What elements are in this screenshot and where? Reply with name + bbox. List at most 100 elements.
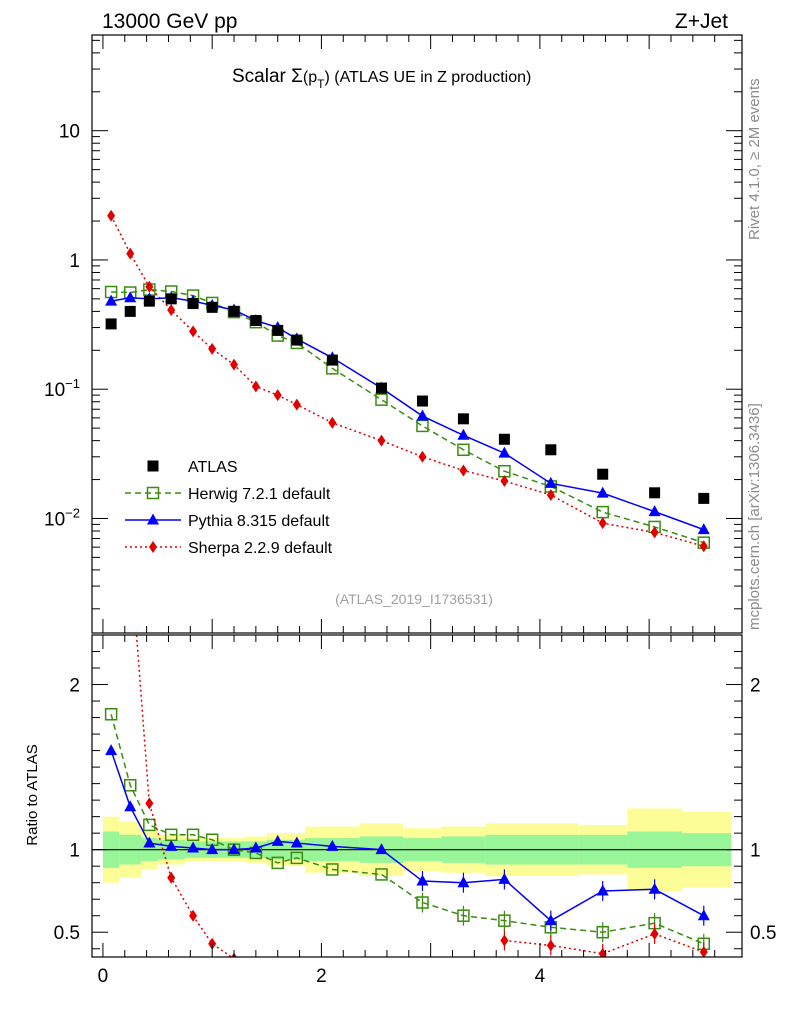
sherpa-ratio-line — [504, 933, 705, 955]
pythia-ratio-point — [271, 834, 284, 846]
data-point — [187, 298, 199, 310]
sherpa-point — [459, 464, 468, 477]
pythia-ratio-point — [457, 876, 470, 888]
lower-x-tick-label: 2 — [316, 966, 327, 987]
sherpa-point — [650, 526, 659, 539]
data-point — [498, 433, 510, 445]
upper-y-tick-label: 1 — [69, 251, 80, 272]
pythia-ratio-point — [416, 874, 429, 886]
herwig-ratio-point — [271, 856, 284, 870]
data-point — [649, 487, 661, 499]
upper-y-tick-label: 10 — [59, 122, 80, 143]
sherpa-ratio-point — [598, 947, 607, 957]
data-point — [698, 492, 710, 504]
herwig-ratio-point — [596, 925, 609, 939]
data-point — [416, 395, 428, 407]
data-point — [165, 293, 177, 305]
sherpa-ratio-line — [135, 635, 233, 957]
lower-x-tick-label: 4 — [535, 966, 546, 987]
sherpa-ratio-point — [546, 939, 555, 952]
legend-label-data: ATLAS — [188, 459, 238, 476]
herwig-point — [375, 393, 388, 406]
sherpa-point — [251, 380, 260, 393]
sherpa-point — [328, 416, 337, 429]
lower-panel-marks — [104, 546, 711, 957]
herwig-point — [457, 443, 470, 457]
sherpa-point — [699, 540, 708, 553]
data-point — [206, 301, 218, 313]
legend-marker-pythia — [147, 513, 159, 525]
legend-label-herwig: Herwig 7.2.1 default — [188, 486, 331, 503]
herwig-ratio-point — [104, 708, 118, 721]
sherpa-point — [145, 280, 154, 293]
pythia-ratio-point — [143, 836, 156, 848]
herwig-point — [416, 419, 429, 433]
data-point — [272, 324, 284, 336]
pythia-ratio-point — [249, 841, 262, 853]
sherpa-ratio-point — [145, 797, 154, 810]
sherpa-point — [107, 209, 116, 222]
pythia-ratio-point — [165, 839, 178, 851]
lower-panel-frame — [91, 634, 743, 958]
lower-x-tick-label: 0 — [98, 966, 109, 987]
sherpa-point — [377, 434, 386, 447]
axes: 10−2 10−1 1 10 0 2 4 0.5 0.5 1 1 2 2 — [44, 35, 776, 987]
pythia-ratio-point — [544, 914, 557, 926]
lower-y-tick-label-left: 1 — [69, 841, 80, 862]
sherpa-point — [418, 450, 427, 463]
pythia-point — [596, 486, 609, 498]
herwig-line — [111, 288, 704, 544]
herwig-ratio-point — [416, 896, 429, 909]
mcplots-reference-label: mcplots.cern.ch [arXiv:1306.3436] — [746, 403, 763, 630]
pythia-point — [544, 476, 557, 488]
pythia-point — [457, 428, 470, 440]
pythia-ratio-point — [187, 841, 200, 853]
sherpa-point — [208, 342, 217, 355]
herwig-ratio-point — [186, 828, 200, 842]
sherpa-point — [546, 488, 555, 501]
pythia-ratio-point — [697, 909, 710, 921]
sherpa-ratio-point — [650, 927, 659, 940]
lower-y-axis-label: Ratio to ATLAS — [24, 744, 41, 845]
pythia-ratio-point — [326, 839, 339, 851]
upper-y-tick-label: 10−2 — [44, 505, 80, 530]
sherpa-point — [167, 304, 176, 317]
sherpa-point — [126, 247, 135, 260]
sherpa-point — [273, 389, 282, 402]
pythia-ratio-point — [206, 843, 219, 855]
data-point — [545, 444, 557, 456]
pythia-point — [697, 523, 710, 535]
rivet-version-label: Rivet 4.1.0, ≥ 2M events — [746, 78, 763, 240]
lower-y-tick-label-right: 0.5 — [750, 923, 776, 944]
sherpa-ratio-point — [189, 909, 198, 922]
sherpa-point — [598, 517, 607, 530]
legend-marker-herwig — [146, 486, 160, 500]
pythia-point — [105, 294, 118, 306]
data-point — [375, 382, 387, 394]
sherpa-ratio-point — [500, 934, 509, 947]
legend-marker-sherpa — [149, 541, 157, 553]
data-point — [597, 468, 609, 480]
chart-title: Scalar Σ(pT) (ATLAS UE in Z production) — [232, 66, 531, 91]
upper-panel-marks — [104, 209, 711, 553]
pythia-ratio-point — [648, 882, 661, 894]
sherpa-ratio-point — [126, 546, 134, 558]
lower-y-tick-label-right: 2 — [750, 676, 761, 697]
header-right-label: Z+Jet — [675, 10, 728, 33]
pythia-point — [416, 409, 429, 421]
pythia-point — [498, 446, 511, 458]
herwig-ratio-point — [290, 851, 304, 865]
lower-y-tick-label-left: 2 — [69, 676, 80, 697]
legend-label-sherpa: Sherpa 2.2.9 default — [188, 540, 333, 557]
data-point — [105, 318, 117, 330]
sherpa-point — [500, 474, 509, 487]
lower-y-tick-label-right: 1 — [750, 841, 761, 862]
herwig-ratio-point — [326, 863, 339, 876]
data-point — [326, 354, 338, 366]
herwig-ratio-point — [457, 909, 470, 922]
sherpa-point — [292, 398, 301, 411]
upper-panel-frame — [91, 34, 743, 634]
sherpa-ratio-point — [699, 946, 708, 957]
data-point — [291, 334, 303, 346]
data-point — [228, 305, 240, 317]
